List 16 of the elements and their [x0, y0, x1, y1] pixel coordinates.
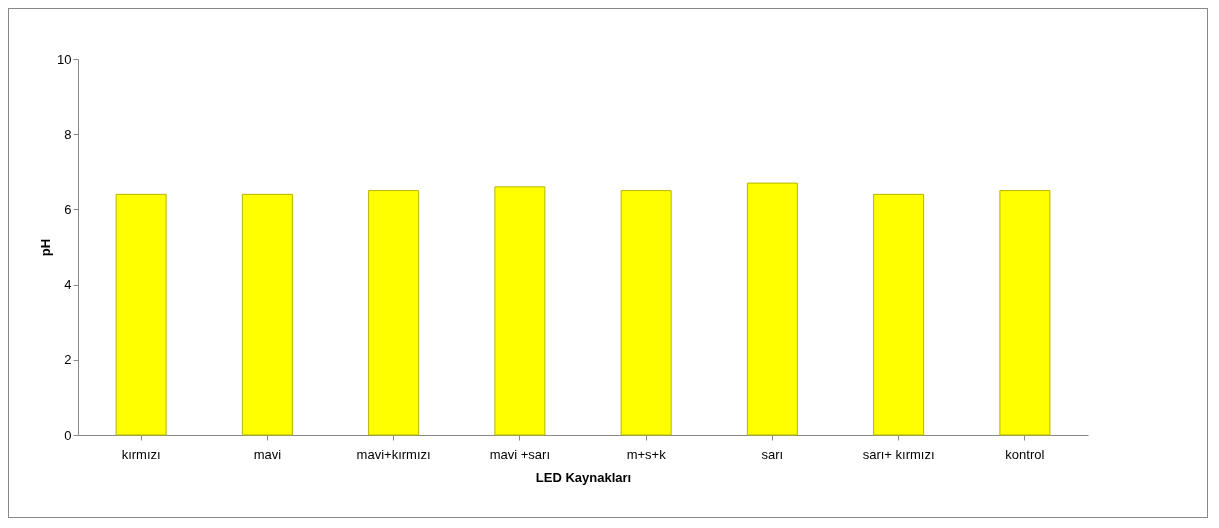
x-tick-label: sarı+ kırmızı	[862, 446, 935, 462]
x-tick-label: kontrol	[1005, 446, 1045, 462]
y-tick-label: 4	[64, 277, 72, 293]
y-tick-label: 0	[64, 427, 72, 443]
y-tick-label: 10	[57, 51, 72, 67]
x-tick-label: mavi +sarı	[489, 446, 551, 462]
x-tick-label: mavi+kırmızı	[356, 446, 431, 462]
y-tick-label: 6	[64, 201, 72, 217]
x-axis-title: LED Kaynakları	[535, 469, 632, 485]
y-tick-label: 2	[64, 352, 72, 368]
y-tick-label: 8	[64, 126, 72, 142]
x-tick-label: kırmızı	[121, 446, 161, 462]
y-axis-title: pH	[38, 238, 54, 257]
x-tick-label: mavi	[253, 446, 282, 462]
x-tick-label: sarı	[761, 446, 784, 462]
x-tick-label: m+s+k	[626, 446, 667, 462]
